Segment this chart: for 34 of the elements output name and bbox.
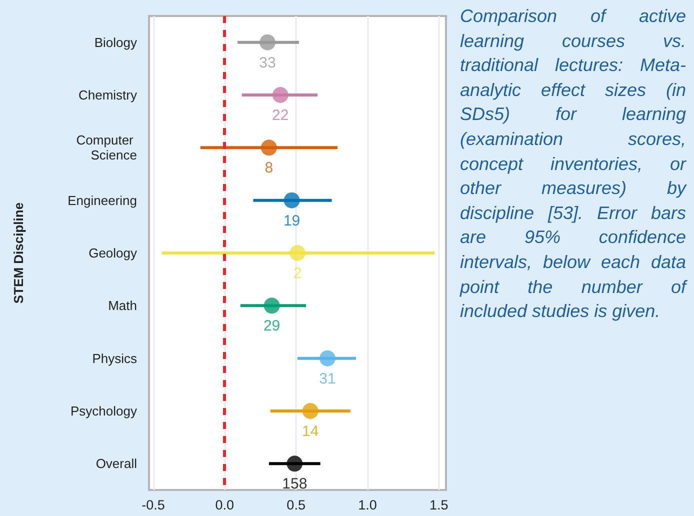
y-tick-label: Biology <box>94 34 138 50</box>
y-tick-label: Computer Science <box>76 132 137 163</box>
x-tick-label: 0.5 <box>286 498 306 512</box>
annotation: 158 <box>282 476 308 493</box>
y-tick-label: Chemistry <box>78 88 138 102</box>
y-tick-label: Physics <box>92 350 138 366</box>
point <box>272 87 288 103</box>
annotation: 8 <box>264 160 274 177</box>
x-tick-label: -0.5 <box>142 498 165 512</box>
x-tick-label: 0.0 <box>215 498 234 512</box>
y-tick-label: Engineering <box>68 192 137 208</box>
y-tick-label: Psychology <box>70 404 138 418</box>
point <box>286 456 303 472</box>
annotation: 33 <box>259 54 276 72</box>
point <box>290 245 306 261</box>
annotation: 22 <box>272 107 289 124</box>
annotation: 19 <box>283 212 300 230</box>
x-tick-label: 1.5 <box>429 498 448 512</box>
point <box>260 34 276 50</box>
y-tick-label: Overall <box>96 456 138 472</box>
annotation: 29 <box>263 318 280 335</box>
point <box>320 350 336 366</box>
point <box>284 192 300 208</box>
x-tick-label: 1.0 <box>358 498 377 512</box>
annotation: 14 <box>302 423 319 440</box>
y-axis-title: STEM Discipline <box>11 202 26 304</box>
text: Comparison of active learning courses vs. traditional lectures: Meta-analytic effect sizes (in SDs5) for learning (examination scores, concept inventories, or other measures) by discipline [53]. Error bars are 95% confidence intervals, below each data point the number of included studies is given. <box>460 6 686 322</box>
point <box>264 298 280 314</box>
point <box>302 403 318 419</box>
point <box>260 140 277 156</box>
annotation: 31 <box>319 370 336 388</box>
y-tick-label: Geology <box>88 246 138 260</box>
annotation: 2 <box>293 265 302 282</box>
y-tick-label: Math <box>108 298 137 314</box>
